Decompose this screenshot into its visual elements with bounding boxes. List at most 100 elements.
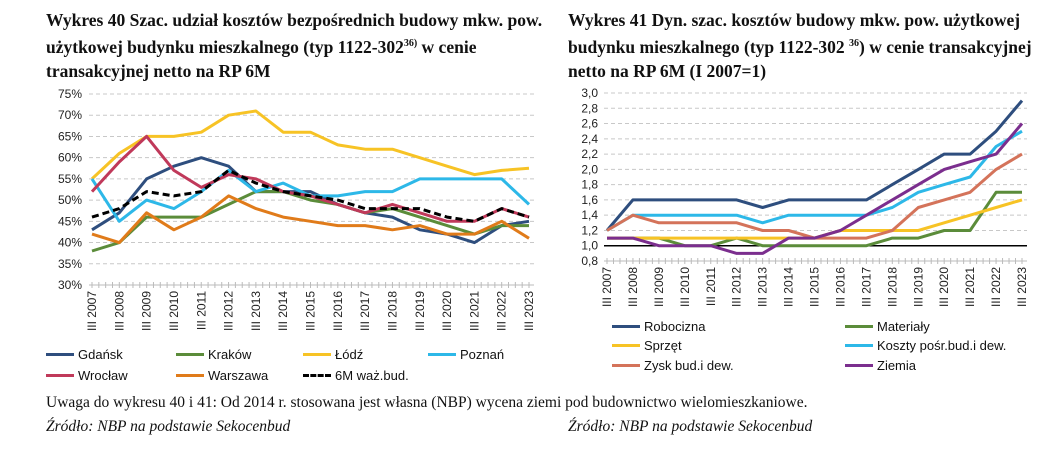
legend-swatch: [845, 325, 873, 328]
footer-note: Uwaga do wykresu 40 i 41: Od 2014 r. sto…: [46, 394, 808, 411]
legend-label: Warszawa: [208, 368, 269, 383]
legend-item: Kraków: [176, 347, 251, 362]
x-tick-label: III 2011: [704, 267, 718, 306]
legend-swatch: [46, 374, 74, 377]
x-tick-label: III 2019: [413, 291, 427, 331]
legend-swatch: [845, 364, 873, 367]
legend-label: Gdańsk: [78, 347, 123, 362]
x-tick-label: III 2018: [385, 291, 399, 331]
x-tick-label: III 2015: [304, 291, 318, 331]
legend-swatch: [612, 325, 640, 328]
y-tick-label: 75%: [58, 87, 82, 101]
x-tick-label: III 2020: [440, 291, 454, 331]
series-line-6m-waż-bud-: [91, 168, 530, 223]
legend-swatch: [303, 353, 331, 356]
legend-swatch: [46, 353, 74, 356]
y-tick-label: 1,6: [581, 193, 598, 207]
y-tick-label: 50%: [58, 193, 82, 207]
y-tick-label: 30%: [58, 278, 82, 292]
x-tick-label: III 2008: [626, 267, 640, 307]
x-tick-label: III 2021: [963, 267, 977, 307]
x-tick-label: III 2023: [522, 291, 536, 331]
x-tick-label: III 2008: [112, 291, 126, 331]
x-tick-label: III 2019: [911, 267, 925, 307]
series-line-gdańsk: [91, 156, 530, 245]
y-tick-label: 2,0: [581, 162, 598, 176]
y-tick-label: 70%: [58, 108, 82, 122]
legend-item: Zysk bud.i dew.: [612, 358, 734, 373]
legend-item: Warszawa: [176, 368, 268, 383]
x-tick-label: III 2013: [756, 267, 770, 307]
y-tick-label: 2,6: [581, 117, 598, 131]
legend-swatch: [428, 353, 456, 356]
y-tick-label: 35%: [58, 257, 82, 271]
series-line-kraków: [91, 190, 529, 253]
chart-41-plot: 0,81,0 1,21,41,61,8 2,02,22,42,6 2,83,0 III …: [581, 86, 1029, 307]
source-right: Źródło: NBP na podstawie Sekocenbud: [568, 418, 813, 435]
chart-41-title: Wykres 41 Dyn. szac. kosztów budowy mkw.…: [568, 8, 1038, 83]
x-tick-label: III 2023: [1015, 267, 1029, 307]
legend-swatch: [612, 364, 640, 367]
x-tick-label: III 2017: [358, 291, 372, 331]
y-tick-label: 60%: [58, 151, 82, 165]
y-tick-label: 0,8: [581, 254, 598, 268]
series-line-materiały: [607, 190, 1022, 248]
series-line-warszawa: [91, 194, 530, 245]
legend-label: Koszty pośr.bud.i dew.: [877, 338, 1007, 353]
y-tick-label: 55%: [58, 172, 82, 186]
title-sup: 36: [849, 38, 860, 49]
x-tick-label: III 2020: [937, 267, 951, 307]
y-tick-label: 1,4: [581, 208, 598, 222]
chart-40-title: Wykres 40 Szac. udział kosztów bezpośred…: [46, 8, 546, 83]
x-tick-label: III 2016: [331, 291, 345, 331]
legend-label: Ziemia: [877, 358, 917, 373]
series-line-zysk-bud-i-dew-: [606, 152, 1023, 240]
y-tick-label: 65%: [58, 129, 82, 143]
y-tick-label: 3,0: [581, 86, 598, 100]
legend-item: Koszty pośr.bud.i dew.: [845, 338, 1006, 353]
x-tick-label: III 2013: [249, 291, 263, 331]
legend-item: Poznań: [428, 347, 504, 362]
x-tick-label: III 2012: [222, 291, 236, 331]
legend-item: Łódź: [303, 347, 363, 362]
legend-item: 6M waż.bud.: [303, 368, 409, 383]
legend-label: Kraków: [208, 347, 252, 362]
y-tick-label: 1,2: [581, 223, 598, 237]
chart-40-plot: 30% 35% 40% 45% 50% 55% 60% 65% 70% 75% III 2007 II…: [58, 87, 536, 331]
legend-item: Wrocław: [46, 368, 128, 383]
x-tick-label: III 2018: [885, 267, 899, 307]
legend-label: 6M waż.bud.: [335, 368, 409, 383]
x-tick-label: III 2022: [495, 291, 509, 331]
y-tick-label: 1,8: [581, 178, 598, 192]
y-tick-label: 2,2: [581, 147, 598, 161]
legend-label: Robocizna: [644, 319, 706, 334]
y-tick-label: 40%: [58, 236, 82, 250]
x-tick-label: III 2009: [652, 267, 666, 307]
legend-swatch: [612, 344, 640, 347]
y-tick-label: 45%: [58, 214, 82, 228]
title-text: Wykres 41 Dyn. szac. kosztów budowy mkw.…: [568, 10, 1021, 57]
y-tick-label: 1,0: [581, 239, 598, 253]
series-line-koszty-pośr-bud-i-dew-: [606, 129, 1023, 232]
legend-item: Sprzęt: [612, 338, 682, 353]
x-tick-label: III 2011: [194, 291, 208, 330]
x-tick-label: III 2015: [808, 267, 822, 307]
y-tick-label: 2,8: [581, 101, 598, 115]
title-text: Wykres 40 Szac. udział kosztów bezpośred…: [46, 10, 543, 57]
x-tick-label: III 2007: [85, 291, 99, 331]
legend-label: Poznań: [460, 347, 505, 362]
legend-swatch: [176, 374, 204, 377]
x-tick-label: III 2016: [833, 267, 847, 307]
legend-label: Zysk bud.i dew.: [644, 358, 734, 373]
series-line-łódź: [90, 109, 530, 180]
x-tick-label: III 2010: [167, 291, 181, 331]
legend-item: Materiały: [845, 319, 930, 334]
legend-label: Materiały: [877, 319, 930, 334]
legend-item: Ziemia: [845, 358, 916, 373]
x-tick-label: III 2010: [678, 267, 692, 307]
x-tick-label: III 2014: [276, 291, 290, 331]
title-sup: 36): [403, 38, 418, 49]
legend-swatch: [845, 344, 873, 347]
legend-label: Wrocław: [78, 368, 128, 383]
legend-swatch: [303, 374, 331, 377]
